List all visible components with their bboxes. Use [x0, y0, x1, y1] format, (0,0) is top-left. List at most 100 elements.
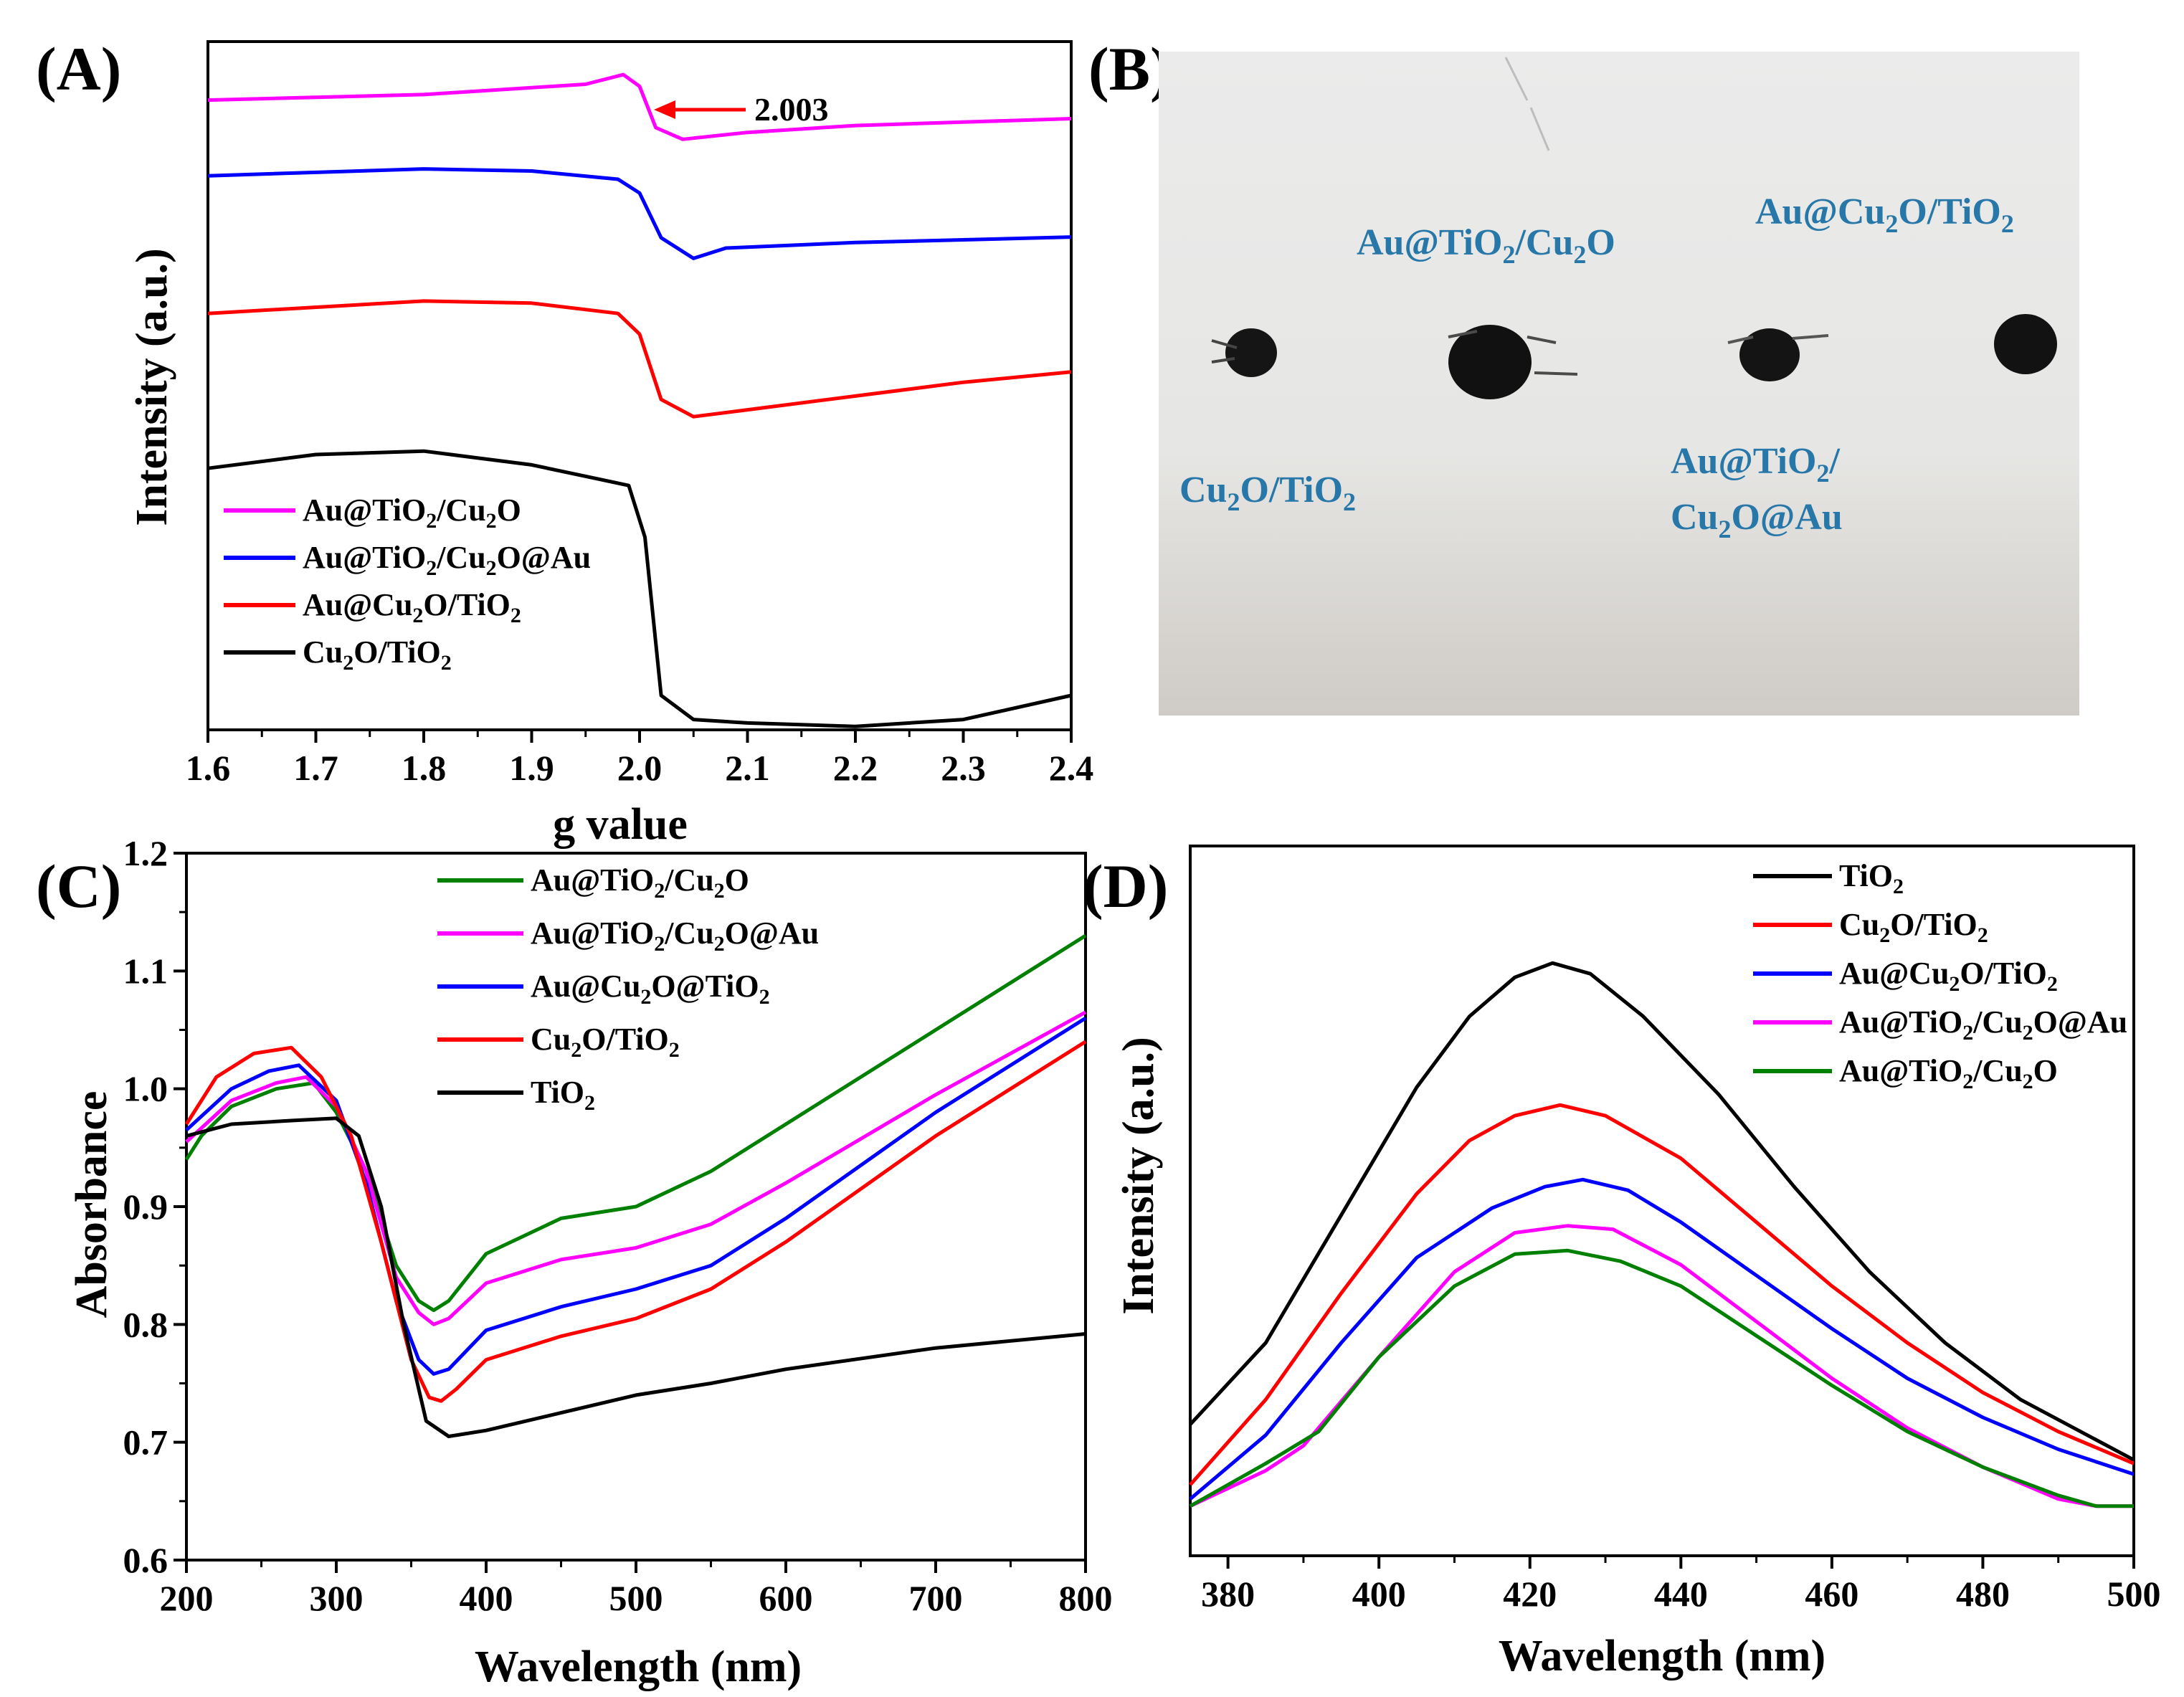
- panel-a-x-title: g value: [553, 800, 688, 849]
- series-line-cu2o-tio2: [207, 449, 1072, 728]
- panel-d-y-title: Intensity (a.u.): [1114, 1037, 1163, 1315]
- x-tick-label: 300: [310, 1578, 364, 1618]
- panel-d-label: (D): [1083, 852, 1168, 921]
- sample-spots: [1211, 314, 2057, 399]
- series-line-cu2o-tio2: [184, 1040, 1087, 1403]
- panel-a-annotation: 2.003: [654, 91, 829, 128]
- panel-c-y-title: Absorbance: [67, 1091, 116, 1318]
- panel-a-label: (A): [36, 34, 121, 103]
- y-tick-label: 0.8: [123, 1304, 168, 1344]
- panel-c-series: [184, 933, 1087, 1438]
- legend-label: Cu2O/TiO2: [1839, 907, 1988, 947]
- panel-d-frame: [1189, 845, 2135, 1557]
- x-tick-label: 500: [2107, 1574, 2161, 1614]
- series-line-au-tio2-cu2o-au: [207, 167, 1072, 260]
- x-tick-label: 1.7: [293, 748, 338, 788]
- series-line-tio2: [186, 1116, 1086, 1438]
- panel-c-x-title: Wavelength (nm): [475, 1643, 802, 1691]
- x-tick-label: 400: [460, 1578, 513, 1618]
- panel-c-ticks: 200 300 400 500 600 700 800 0.6 0.7 0.8 0.9 1.0 1.1 1…: [123, 833, 1113, 1618]
- y-tick-label: 1.2: [123, 833, 168, 873]
- annotation-text: 2.003: [754, 91, 829, 128]
- sample-spot-smear: [1448, 330, 1578, 376]
- legend-label: Au@TiO2/Cu2O: [1839, 1053, 2058, 1093]
- series-line-au-tio2-cu2o-au: [185, 1010, 1087, 1326]
- panel-c: (C) 200 300 400 500 600 700 800 0.6 0.7 0.8 0.9 1.0…: [36, 833, 1113, 1691]
- panel-d-series: [1189, 961, 2135, 1508]
- series-line-au-tio2-cu2o: [184, 933, 1087, 1313]
- x-tick-label: 500: [609, 1578, 663, 1618]
- annotation-arrow-head: [654, 100, 675, 119]
- sample-spot-au-tio2-cu2o-au: [1739, 328, 1800, 381]
- x-tick-label: 460: [1805, 1574, 1858, 1614]
- sample-spot-au-tio2-cu2o: [1448, 325, 1532, 399]
- legend-label: Au@TiO2/Cu2O@Au: [531, 916, 819, 956]
- series-line-au-tio2-cu2o: [1189, 1248, 2134, 1508]
- panel-a: (A) 1.6 1.7 1.8 1.9 2.0 2.1 2.2 2.3 2.4 g value …: [36, 34, 1093, 849]
- photo-background: [1159, 52, 2079, 716]
- y-tick-label: 0.6: [123, 1540, 168, 1580]
- panel-c-label: (C): [36, 852, 121, 921]
- sample-spot-smear: [1727, 334, 1829, 344]
- x-tick-label: 1.8: [402, 748, 447, 788]
- x-tick-label: 800: [1059, 1578, 1113, 1618]
- series-line-cu2o-tio2: [1189, 1103, 2135, 1486]
- photo-label-au-tio2-cu2o-au-line1: Au@TiO2/: [1671, 441, 1840, 488]
- panel-b: (B) Au@TiO2/Cu2O Au@Cu2O/TiO2 Cu2O/TiO2 …: [1088, 34, 2079, 716]
- legend-label: Au@TiO2/Cu2O: [531, 862, 749, 903]
- photo-label-au-cu2o-tio2: Au@Cu2O/TiO2: [1755, 191, 2014, 238]
- sample-spot-cu2o-tio2: [1225, 328, 1277, 377]
- legend-label: Au@Cu2O/TiO2: [303, 587, 521, 627]
- photo-scratch: [1504, 57, 1550, 151]
- x-tick-label: 440: [1654, 1574, 1708, 1614]
- panel-a-y-title: Intensity (a.u.): [128, 248, 176, 526]
- x-tick-label: 700: [909, 1578, 963, 1618]
- legend-label: TiO2: [1839, 858, 1904, 898]
- y-tick-label: 1.1: [123, 951, 168, 991]
- panel-d-x-ticks: 380 400 420 440 460 480 500: [1201, 1556, 2161, 1614]
- y-tick-label: 0.7: [123, 1422, 168, 1463]
- panel-a-series: [207, 72, 1072, 728]
- y-tick-label: 1.0: [123, 1069, 168, 1109]
- x-tick-label: 2.2: [833, 748, 878, 788]
- legend-label: Au@Cu2O@TiO2: [531, 969, 770, 1009]
- x-tick-label: 2.3: [941, 748, 986, 788]
- legend-label: Cu2O/TiO2: [303, 634, 452, 675]
- x-tick-label: 1.6: [186, 748, 231, 788]
- legend-label: Au@TiO2/Cu2O@Au: [303, 540, 591, 580]
- panel-c-legend: Au@TiO2/Cu2O Au@TiO2/Cu2O@Au Au@Cu2O@TiO2 C…: [437, 862, 819, 1115]
- x-tick-label: 420: [1503, 1574, 1557, 1614]
- panel-a-x-ticks: 1.6 1.7 1.8 1.9 2.0 2.1 2.2 2.3 2.4: [186, 730, 1094, 788]
- series-line-au-cu2o-tio2: [207, 299, 1072, 419]
- series-line-au-cu2o-tio2: [185, 1016, 1087, 1376]
- legend-label: Au@TiO2/Cu2O: [303, 493, 521, 533]
- y-tick-label: 0.9: [123, 1187, 168, 1227]
- photo-label-au-tio2-cu2o-au-line2: Cu2O@Au: [1671, 497, 1843, 543]
- x-tick-label: 1.9: [509, 748, 554, 788]
- x-tick-label: 2.4: [1049, 748, 1094, 788]
- legend-label: Au@Cu2O/TiO2: [1839, 956, 2058, 996]
- x-tick-label: 2.0: [617, 748, 663, 788]
- series-line-au-tio2-cu2o: [207, 72, 1072, 141]
- panel-b-label: (B): [1088, 34, 1171, 103]
- series-line-tio2: [1189, 961, 2135, 1462]
- panel-d: (D) 380 400 420 440 460 480 500 Wavelength (nm…: [1083, 845, 2161, 1681]
- x-tick-label: 2.1: [725, 748, 770, 788]
- sample-spot-smear: [1211, 339, 1238, 363]
- x-tick-label: 480: [1956, 1574, 2010, 1614]
- series-line-au-tio2-cu2o-au: [1189, 1224, 2134, 1508]
- x-tick-label: 400: [1352, 1574, 1406, 1614]
- panel-a-legend: Au@TiO2/Cu2O Au@TiO2/Cu2O@Au Au@Cu2O/TiO2 C…: [224, 493, 591, 675]
- panel-d-x-title: Wavelength (nm): [1499, 1632, 1825, 1681]
- photo-label-au-tio2-cu2o: Au@TiO2/Cu2O: [1357, 222, 1615, 269]
- x-tick-label: 380: [1201, 1574, 1255, 1614]
- x-tick-label: 600: [759, 1578, 813, 1618]
- legend-label: Au@TiO2/Cu2O@Au: [1839, 1004, 2127, 1045]
- photo-label-cu2o-tio2: Cu2O/TiO2: [1179, 470, 1356, 516]
- series-line-au-cu2o-tio2: [1189, 1177, 2135, 1501]
- legend-label: TiO2: [531, 1075, 595, 1115]
- sample-spot-au-cu2o-tio2: [1994, 314, 2057, 374]
- legend-label: Cu2O/TiO2: [531, 1022, 680, 1062]
